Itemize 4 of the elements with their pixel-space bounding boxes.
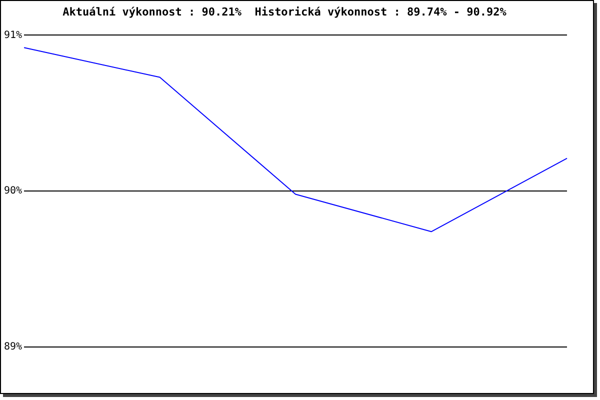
- chart-title: Aktuální výkonnost : 90.21% Historická výkonnost : 89.74% - 90.92%: [62, 5, 507, 18]
- y-tick-label: 90%: [4, 186, 22, 197]
- y-tick-label: 89%: [4, 342, 22, 353]
- y-tick-label: 91%: [4, 30, 22, 41]
